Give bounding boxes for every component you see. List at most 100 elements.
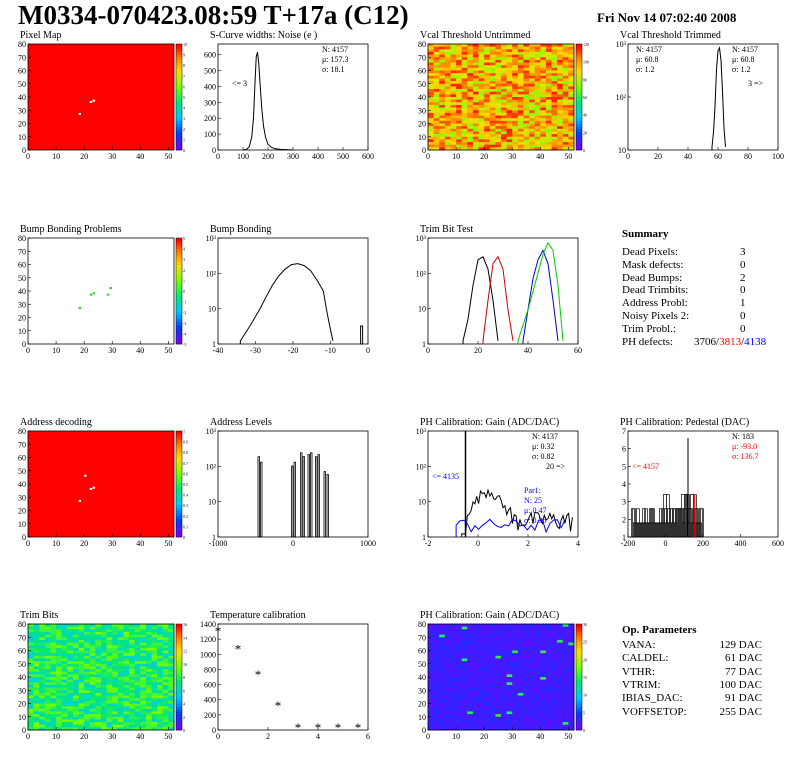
heatmap-cell	[568, 67, 575, 71]
x-tick-label: 400	[735, 539, 747, 548]
heatmap-cell	[562, 89, 569, 93]
heatmap-cell	[145, 653, 152, 657]
heatmap-cell	[512, 629, 519, 633]
heatmap-cell	[78, 650, 85, 654]
heatmap-cell	[439, 123, 446, 127]
heatmap-cell	[168, 663, 175, 667]
heatmap-cell	[562, 134, 569, 138]
heatmap-cell	[489, 91, 496, 95]
heatmap-cell	[545, 708, 552, 712]
heatmap-cell	[534, 123, 541, 127]
heatmap-cell	[512, 107, 519, 111]
heatmap-cell	[478, 128, 485, 132]
colorbar-segment	[176, 679, 182, 683]
heatmap-cell	[568, 94, 575, 98]
heatmap-cell	[450, 700, 457, 704]
heatmap-cell	[467, 107, 474, 111]
heatmap-cell	[551, 62, 558, 66]
heatmap-cell	[89, 703, 96, 707]
heatmap-cell	[72, 626, 79, 630]
heatmap-cell	[506, 120, 513, 124]
colorbar-segment	[176, 325, 182, 329]
heatmap-cell	[478, 703, 485, 707]
heatmap-cell	[461, 716, 468, 720]
heatmap-cell	[501, 653, 508, 657]
colorbar-segment	[176, 510, 182, 514]
colorbar-segment	[176, 438, 182, 442]
heatmap-cell	[117, 663, 124, 667]
heatmap-cell	[495, 661, 502, 665]
y-tick-label: 0	[212, 146, 216, 155]
heatmap-cell	[562, 708, 569, 712]
heatmap-cell	[562, 647, 569, 651]
x-tick-label: 20	[80, 152, 88, 161]
heatmap-cell	[495, 97, 502, 101]
heatmap-cell	[157, 708, 164, 712]
heatmap-cell	[78, 645, 85, 649]
heatmap-cell	[562, 46, 569, 50]
heatmap-cell	[551, 44, 558, 48]
heatmap-cell	[512, 86, 519, 90]
heatmap-cell	[540, 91, 547, 95]
heatmap-cell	[450, 46, 457, 50]
heatmap-cell	[106, 674, 113, 678]
heatmap-cell	[467, 626, 474, 630]
panel-title: PH Calibration: Gain (ADC/DAC)	[420, 417, 560, 428]
heatmap-cell	[456, 73, 463, 77]
heatmap-cell	[472, 666, 479, 670]
colorbar-tick-label: 20	[583, 657, 587, 662]
heatmap-cell	[168, 682, 175, 686]
heatmap-cell	[112, 639, 119, 643]
temperature-point: *	[355, 720, 362, 735]
heatmap-cell	[61, 674, 68, 678]
colorbar-tick-label: 8	[183, 675, 185, 680]
heatmap-cell	[540, 104, 547, 108]
heatmap-cell	[568, 59, 575, 63]
heatmap-cell	[95, 650, 102, 654]
heatmap-cell	[568, 714, 575, 718]
heatmap-cell	[545, 115, 552, 119]
heatmap-cell	[551, 645, 558, 649]
colorbar-segment	[176, 626, 182, 630]
heatmap-cell	[56, 682, 63, 686]
heatmap-cell	[506, 639, 513, 643]
heatmap-cell	[33, 706, 40, 710]
heatmap-cell	[495, 669, 502, 673]
x-tick-label: 20	[80, 732, 88, 741]
heatmap-cell	[506, 112, 513, 116]
heatmap-cell	[557, 706, 564, 710]
heatmap-cell	[61, 684, 68, 688]
heatmap-cell	[72, 706, 79, 710]
heatmap-cell	[56, 695, 63, 699]
heatmap-cell	[50, 677, 57, 681]
colorbar-segment	[576, 677, 582, 680]
colorbar-tick-label: 10	[583, 693, 587, 698]
heatmap-cell	[489, 126, 496, 130]
heatmap-cell	[489, 624, 496, 628]
heatmap-cell	[428, 698, 435, 702]
heatmap-cell	[478, 89, 485, 93]
heatmap-cell	[140, 639, 147, 643]
heatmap-cell	[461, 647, 468, 651]
colorbar-frame	[575, 623, 583, 731]
heatmap-cell	[529, 698, 536, 702]
x-tick-label: 6	[366, 732, 370, 741]
heatmap-cell	[489, 110, 496, 114]
heatmap-cell	[89, 711, 96, 715]
heatmap-cell	[562, 54, 569, 58]
heatmap-cell	[50, 639, 57, 643]
heatmap-cell	[489, 131, 496, 135]
y-tick-label: 80	[18, 427, 26, 436]
heatmap-cell	[512, 67, 519, 71]
heatmap-cell	[450, 714, 457, 718]
heatmap-cell	[84, 629, 91, 633]
heatmap-cell	[512, 692, 519, 696]
heatmap-cell	[134, 700, 141, 704]
heatmap-cell	[489, 104, 496, 108]
heatmap-cell	[168, 708, 175, 712]
colorbar-segment	[176, 267, 182, 271]
heatmap-cell	[489, 663, 496, 667]
heatmap-cell	[151, 716, 158, 720]
heatmap-cell	[433, 647, 440, 651]
heatmap-cell	[484, 658, 491, 662]
